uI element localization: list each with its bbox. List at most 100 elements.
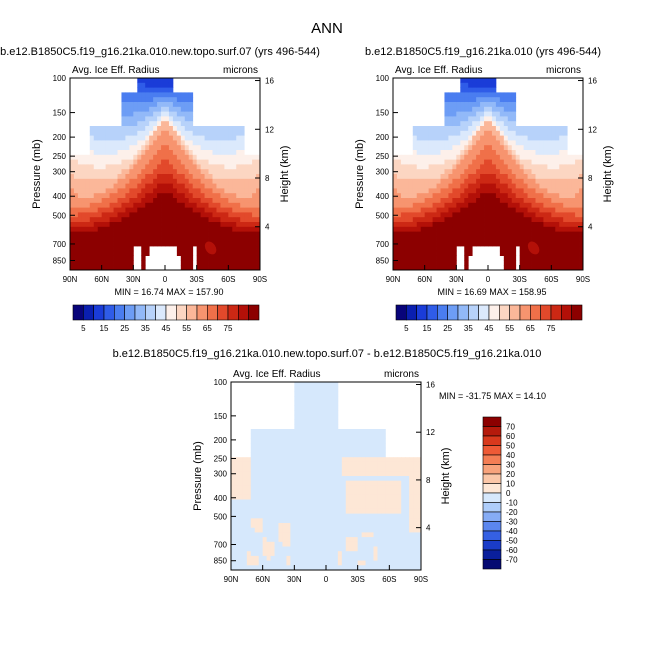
- field-cell: [547, 202, 552, 208]
- field-cell: [262, 457, 268, 463]
- field-cell: [244, 169, 249, 175]
- field-cell: [353, 523, 359, 529]
- field-cell: [349, 457, 355, 463]
- field-cell: [109, 183, 114, 189]
- field-cell: [113, 126, 118, 132]
- field-cell: [228, 226, 233, 232]
- field-cell: [200, 183, 205, 189]
- field-cell: [345, 480, 351, 486]
- field-cell: [468, 145, 473, 151]
- field-cell: [188, 193, 194, 199]
- field-cell: [571, 212, 576, 218]
- field-cell: [361, 443, 366, 449]
- field-cell: [547, 159, 552, 165]
- field-cell: [236, 126, 241, 132]
- field-cell: [448, 159, 453, 165]
- field-cell: [515, 164, 521, 170]
- field-cell: [188, 241, 194, 247]
- field-cell: [531, 188, 536, 194]
- field-cell: [168, 217, 174, 223]
- field-cell: [145, 154, 150, 160]
- field-cell: [294, 443, 299, 449]
- field-cell: [563, 188, 568, 194]
- field-cell: [250, 490, 256, 496]
- field-cell: [511, 116, 517, 122]
- field-cell: [326, 429, 331, 435]
- field-cell: [408, 236, 414, 242]
- field-cell: [306, 537, 311, 543]
- field-cell: [337, 499, 343, 505]
- field-cell: [256, 236, 261, 242]
- field-cell: [563, 198, 568, 204]
- field-cell: [413, 461, 418, 467]
- field-cell: [559, 265, 564, 271]
- field-cell: [448, 231, 453, 237]
- field-cell: [298, 546, 303, 552]
- field-cell: [499, 241, 505, 247]
- field-cell: [579, 217, 584, 223]
- field-cell: [420, 236, 426, 242]
- field-cell: [200, 178, 205, 184]
- field-cell: [476, 135, 481, 141]
- field-cell: [476, 207, 481, 213]
- field-cell: [141, 87, 146, 93]
- field-cell: [244, 265, 249, 271]
- field-cell: [246, 523, 252, 529]
- field-cell: [377, 452, 382, 458]
- field-cell: [417, 471, 422, 477]
- field-cell: [302, 508, 307, 514]
- field-cell: [220, 246, 225, 252]
- field-cell: [298, 424, 303, 430]
- field-cell: [511, 193, 517, 199]
- field-cell: [89, 231, 95, 237]
- field-cell: [180, 236, 186, 242]
- field-cell: [258, 452, 264, 458]
- field-cell: [248, 178, 253, 184]
- field-cell: [476, 178, 481, 184]
- field-cell: [286, 438, 291, 444]
- field-cell: [290, 504, 295, 510]
- field-cell: [165, 121, 170, 127]
- field-cell: [563, 154, 568, 160]
- field-cell: [117, 202, 122, 208]
- field-cell: [133, 183, 138, 189]
- field-cell: [248, 260, 253, 266]
- field-cell: [349, 461, 355, 467]
- field-cell: [361, 565, 366, 571]
- field-cell: [484, 102, 489, 108]
- field-cell: [113, 135, 118, 141]
- field-cell: [373, 513, 378, 519]
- field-cell: [397, 546, 402, 552]
- colorbar-swatch: [248, 304, 260, 321]
- field-cell: [535, 154, 540, 160]
- field-cell: [420, 178, 426, 184]
- field-cell: [416, 236, 422, 242]
- field-cell: [220, 265, 225, 271]
- x-tick-label: 30S: [351, 575, 365, 584]
- field-cell: [184, 145, 190, 151]
- field-cell: [242, 513, 248, 519]
- field-cell: [460, 130, 465, 136]
- field-cell: [77, 265, 83, 271]
- field-cell: [349, 555, 355, 561]
- field-cell: [236, 265, 241, 271]
- field-cell: [153, 154, 158, 160]
- field-cell: [507, 169, 513, 175]
- field-cell: [109, 135, 114, 141]
- field-cell: [105, 183, 110, 189]
- field-cell: [468, 106, 473, 112]
- field-cell: [254, 551, 260, 557]
- colorbar-swatch: [426, 304, 438, 321]
- field-cell: [579, 169, 584, 175]
- field-cell: [224, 246, 229, 252]
- field-cell: [539, 212, 544, 218]
- field-cell: [385, 490, 390, 496]
- field-cell: [377, 476, 382, 482]
- field-cell: [539, 174, 544, 180]
- field-cell: [511, 178, 517, 184]
- field-cell: [417, 551, 422, 557]
- field-cell: [70, 188, 75, 194]
- field-cell: [97, 130, 103, 136]
- field-cell: [357, 532, 363, 538]
- field-cell: [270, 438, 275, 444]
